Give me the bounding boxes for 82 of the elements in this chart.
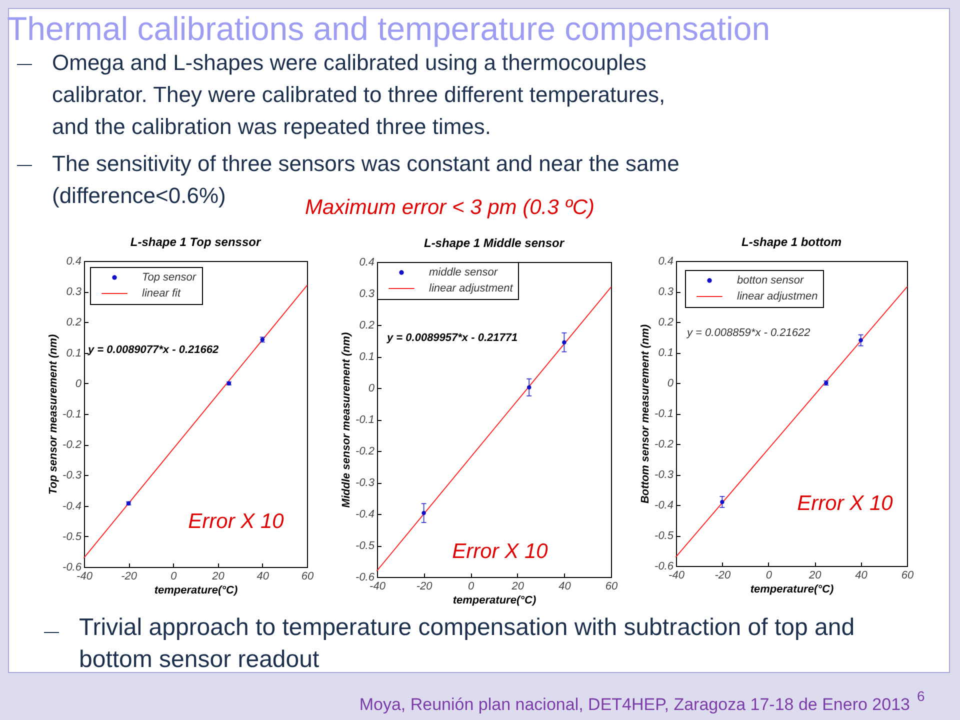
y-tick-label: -0.2 xyxy=(654,438,674,450)
y-tick-label: 0.4 xyxy=(66,256,82,268)
point xyxy=(858,338,863,342)
x-tick-label: 20 xyxy=(510,580,525,592)
y-axis-title: Middle sensor measurement (nm) xyxy=(340,332,353,508)
text: 6 xyxy=(917,688,925,704)
point xyxy=(720,500,724,504)
text: Moya, Reunión plan nacional, DET4HEP, Zaragoza 17-18 de Enero 2013 xyxy=(359,695,910,715)
legend-label: middle sensor xyxy=(429,266,499,278)
y-tick-label: -0.4 xyxy=(62,500,82,512)
y-tick-label: -0.4 xyxy=(356,508,374,520)
y-axis-title: Top sensor measurement (nm) xyxy=(48,334,60,495)
chart-title: L-shape 1 bottom xyxy=(741,235,842,249)
y-tick-label: 0.2 xyxy=(658,316,674,328)
x-tick-label: 0 xyxy=(766,570,773,582)
x-tick-label: 40 xyxy=(558,580,572,592)
x-tick-label: -40 xyxy=(370,580,386,592)
y-tick-label: 0.2 xyxy=(66,316,82,329)
legend-label: botton sensor xyxy=(737,274,805,286)
y-tick-label: -0.1 xyxy=(356,414,374,426)
x-tick-label: 60 xyxy=(901,570,914,582)
y-tick-label: 0.4 xyxy=(359,256,374,268)
y-tick-label: -0.5 xyxy=(62,530,82,543)
chart-title: L-shape 1 Middle sensor xyxy=(424,236,566,250)
y-tick-label: -0.2 xyxy=(356,446,374,458)
legend-label: linear adjustmen xyxy=(737,290,818,302)
y-tick-label: -0.2 xyxy=(62,439,82,452)
x-axis-title: temperature(°C) xyxy=(750,584,834,596)
legend-label: linear fit xyxy=(142,288,182,300)
y-axis-title: Bottom sensor measurement (nm) xyxy=(640,324,652,504)
annotation: Error X 10 xyxy=(797,492,894,515)
y-tick-label: 0.1 xyxy=(359,351,374,363)
x-tick-label: 60 xyxy=(605,580,618,592)
y-tick-label: -0.1 xyxy=(654,408,674,420)
x-axis-title: temperature(°C) xyxy=(154,584,238,596)
x-tick-label: 0 xyxy=(170,570,178,582)
annotation: y = 0.008859*x - 0.21622 xyxy=(686,327,810,339)
y-tick-label: -0.5 xyxy=(654,530,674,542)
annotation: y = 0.0089957*x - 0.21771 xyxy=(386,332,518,344)
x-tick-label: 40 xyxy=(855,570,868,582)
chart-title: L-shape 1 Top senssor xyxy=(130,235,262,249)
y-tick-label: -0.3 xyxy=(654,469,674,481)
point xyxy=(422,510,426,516)
annotation: y = 0.0089077*x - 0.21662 xyxy=(87,344,219,356)
y-tick-label: -0.6 xyxy=(62,562,82,574)
text: Trivial approach to temperature compensation with subtraction of top and bottom sensor readout xyxy=(79,613,856,675)
legend-label: Top sensor xyxy=(142,272,198,284)
y-tick-label: -0.4 xyxy=(654,500,674,512)
x-tick-label: 20 xyxy=(808,570,822,582)
legend-label: linear adjustment xyxy=(429,282,514,294)
y-tick-label: -0.5 xyxy=(356,540,376,552)
y-tick-label: 0.4 xyxy=(658,256,674,268)
y-tick-label: -0.6 xyxy=(654,560,674,572)
y-tick-label: -0.3 xyxy=(356,477,376,489)
x-tick-label: 20 xyxy=(211,570,226,582)
y-tick-label: 0.2 xyxy=(359,320,374,332)
y-tick-label: -0.6 xyxy=(356,572,376,584)
y-tick-label: 0.1 xyxy=(658,347,674,359)
y-tick-label: 0 xyxy=(368,382,376,394)
y-tick-label: 0 xyxy=(667,378,674,390)
annotation: Error X 10 xyxy=(188,510,284,533)
x-tick-label: 40 xyxy=(256,570,270,582)
y-tick-label: 0.3 xyxy=(359,288,376,300)
x-tick-label: -20 xyxy=(121,570,138,582)
x-tick-label: -20 xyxy=(714,570,732,582)
x-tick-label: 0 xyxy=(468,580,476,592)
point xyxy=(562,340,566,344)
y-tick-label: 0 xyxy=(75,378,82,390)
x-tick-label: -20 xyxy=(416,580,434,592)
x-axis-title: temperature(°C) xyxy=(452,594,536,606)
y-tick-label: -0.1 xyxy=(62,408,82,420)
annotation: Error X 10 xyxy=(452,540,548,563)
y-tick-label: 0.1 xyxy=(66,347,82,360)
y-tick-label: 0.3 xyxy=(66,286,82,298)
y-tick-label: 0.3 xyxy=(658,286,674,298)
y-tick-label: -0.3 xyxy=(62,470,82,482)
x-tick-label: 60 xyxy=(301,570,314,582)
x-tick-label: -40 xyxy=(668,570,686,582)
x-tick-label: -40 xyxy=(76,570,94,582)
text: Maximum error < 3 pm (0.3 ºC) xyxy=(305,195,594,221)
text: Omega and L-shapes were calibrated using a thermocouples calibrator. They were calibrated to three different temperatures, and the calibration was repeated three times. xyxy=(52,49,666,141)
point xyxy=(526,385,532,390)
